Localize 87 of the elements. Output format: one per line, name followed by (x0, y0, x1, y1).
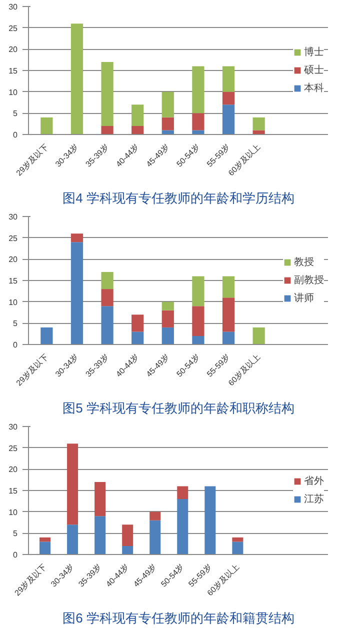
y-tick-label: 0 (13, 550, 18, 560)
legend-label: 硕士 (304, 64, 324, 77)
bar (177, 499, 188, 554)
y-tick-label: 5 (13, 109, 18, 118)
y-tick-label: 25 (8, 234, 18, 243)
bar (101, 62, 114, 126)
bar (132, 104, 144, 126)
bar (101, 306, 114, 344)
bar (67, 524, 78, 554)
bar (67, 444, 78, 525)
bar (94, 516, 106, 554)
x-tick-label: 60岁及以上 (226, 142, 262, 178)
text: 图6 学科现有专任教师的年龄和籍贯结构 (62, 610, 294, 626)
legend-label: 省外 (304, 474, 324, 488)
bar (252, 117, 265, 130)
bar (70, 24, 84, 134)
y-tick-label: 15 (8, 276, 18, 286)
bar (162, 92, 174, 118)
y-tick-label: 15 (8, 66, 18, 76)
bar (101, 289, 114, 306)
y-tick-label: 15 (8, 486, 18, 496)
legend-label: 讲师 (294, 292, 314, 305)
bar (132, 314, 144, 332)
x-tick-label: 29岁及以下 (12, 562, 48, 598)
bar (122, 546, 134, 554)
y-tick-label: 10 (8, 508, 18, 517)
text: 图5 学科现有专任教师的年龄和职称结构 (62, 400, 294, 416)
x-tick-label: 29岁及以下 (14, 352, 50, 388)
y-tick-label: 0 (13, 340, 18, 350)
bar (222, 332, 235, 344)
bar (192, 113, 204, 130)
bar (222, 276, 235, 298)
bar (94, 482, 106, 516)
bar (40, 117, 53, 134)
bar (177, 486, 188, 500)
bar (40, 327, 53, 344)
bar (101, 126, 114, 134)
bar (252, 130, 265, 134)
bar (70, 242, 84, 344)
legend-label: 副教授 (294, 274, 324, 287)
bar (222, 298, 235, 332)
bar (192, 130, 204, 134)
bar (101, 272, 114, 290)
bar (222, 66, 235, 92)
y-tick-label: 30 (8, 212, 18, 222)
text: 图4 学科现有专任教师的年龄和学历结构 (62, 190, 294, 206)
x-tick-label: 29岁及以下 (14, 142, 50, 178)
bar (122, 524, 134, 546)
x-tick-label: 60岁及以上 (226, 352, 262, 388)
legend-label: 博士 (304, 46, 324, 59)
bar (162, 310, 174, 328)
y-tick-label: 30 (8, 422, 18, 432)
legend-label: 江苏 (304, 492, 324, 506)
bar (162, 117, 174, 130)
bar (232, 537, 244, 542)
bar (70, 234, 84, 242)
bar (40, 537, 51, 542)
legend-label: 教授 (294, 256, 314, 269)
bar (150, 520, 161, 554)
bar (40, 542, 51, 554)
y-tick-label: 25 (8, 24, 18, 33)
bar (150, 512, 161, 520)
bar (162, 327, 174, 344)
y-tick-label: 20 (8, 255, 18, 264)
y-tick-label: 5 (13, 529, 18, 538)
legend-label: 本科 (304, 82, 324, 95)
bar (162, 302, 174, 310)
bar (204, 486, 216, 554)
y-tick-label: 20 (8, 465, 18, 474)
y-tick-label: 30 (8, 2, 18, 12)
bar (192, 336, 204, 344)
bar (192, 306, 204, 336)
bar (222, 104, 235, 134)
bar (192, 276, 204, 306)
bar (232, 542, 244, 554)
bar (252, 327, 265, 344)
y-tick-label: 5 (13, 319, 18, 328)
y-tick-label: 0 (13, 130, 18, 140)
bar (192, 66, 204, 114)
y-tick-label: 10 (8, 298, 18, 307)
bar (162, 130, 174, 134)
bar (132, 126, 144, 134)
y-tick-label: 25 (8, 444, 18, 453)
bar (222, 92, 235, 105)
y-tick-label: 20 (8, 45, 18, 54)
y-tick-label: 10 (8, 88, 18, 97)
bar (132, 332, 144, 344)
